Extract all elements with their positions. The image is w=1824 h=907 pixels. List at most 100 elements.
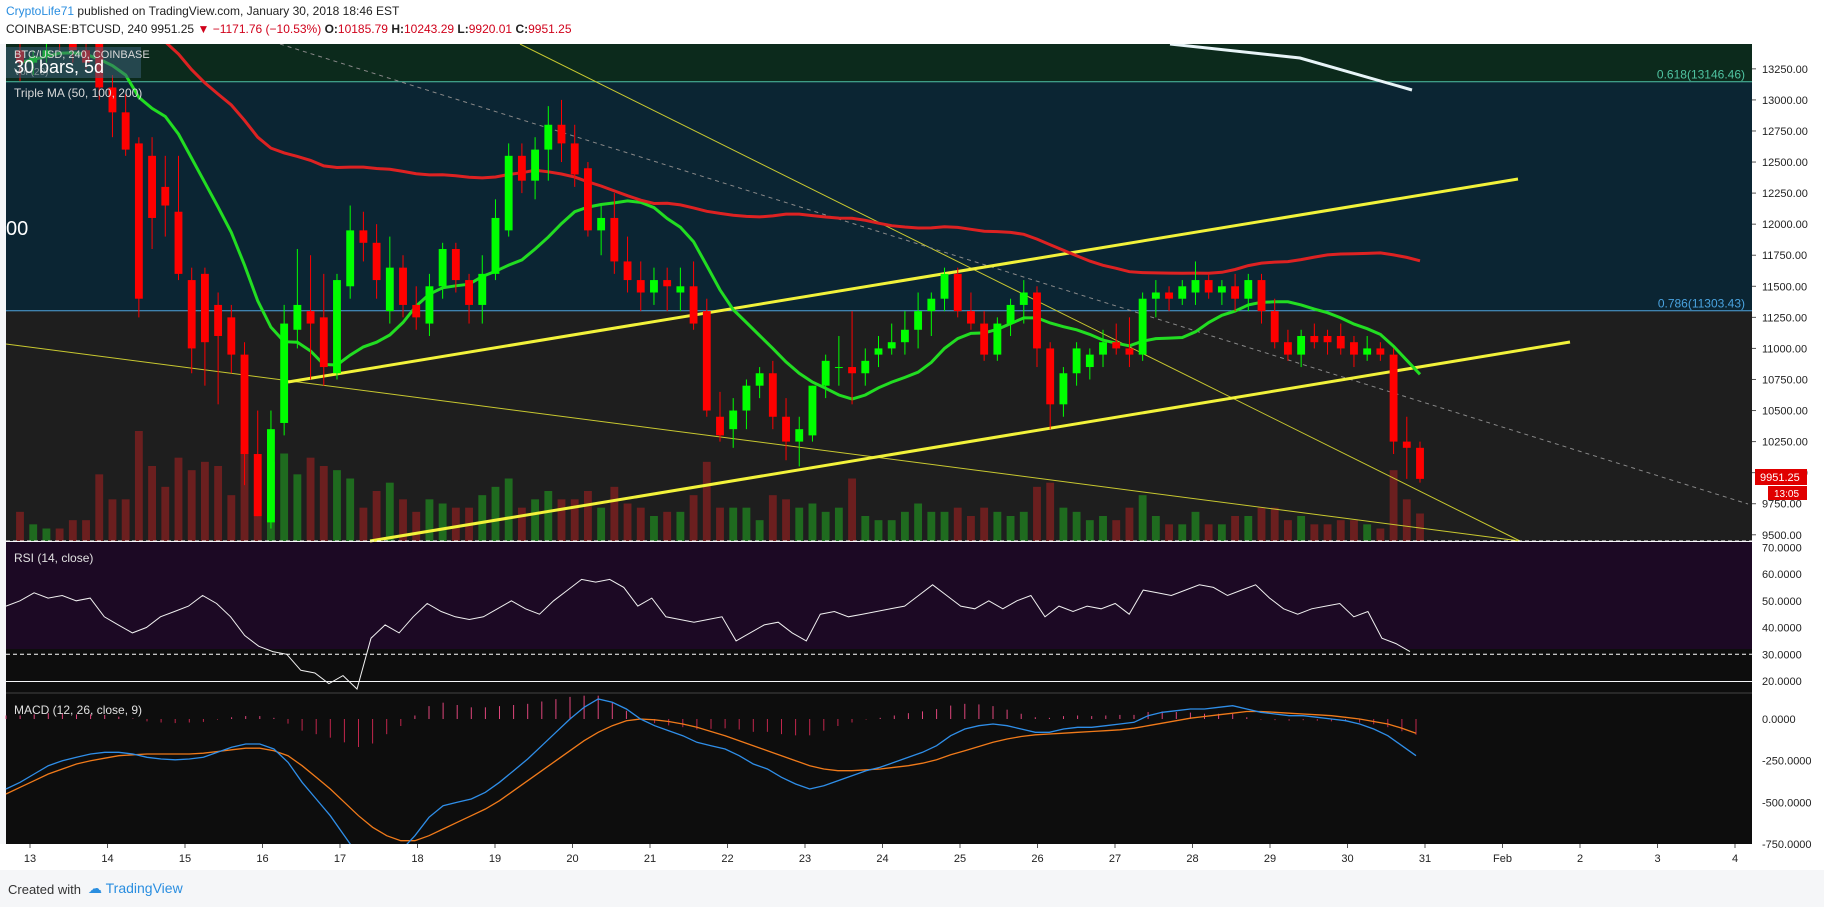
volume-bar — [121, 499, 130, 541]
volume-bar — [1191, 511, 1200, 541]
macd-tick-label: 0.0000 — [1762, 714, 1796, 726]
candle-down — [399, 267, 407, 305]
volume-bar — [636, 507, 645, 541]
candle-down — [306, 311, 315, 324]
candle-down — [359, 230, 368, 243]
rsi-tick-label: 30.0000 — [1762, 649, 1802, 661]
volume-bar — [1402, 499, 1411, 541]
left-cut-text: 00 — [6, 218, 28, 240]
volume-bar — [1178, 524, 1187, 541]
candle-down — [108, 87, 117, 113]
time-tick-label: 2 — [1577, 853, 1583, 865]
volume-bar — [346, 478, 355, 541]
candle-down — [1125, 348, 1134, 355]
zone-upper — [6, 44, 1752, 310]
candle-down — [782, 416, 790, 442]
candle-up — [755, 373, 764, 386]
last-price-tag-text: 9951.25 — [1760, 472, 1800, 484]
price-change: −1171.76 (−10.53%) — [212, 22, 322, 36]
price-tick-label: 9500.00 — [1762, 530, 1802, 542]
price-tick-label: 9750.00 — [1762, 499, 1802, 511]
last-price: 9951.25 — [150, 22, 195, 36]
candle-up — [531, 149, 540, 181]
volume-bar — [1085, 520, 1094, 541]
triple-ma-label: Triple MA (50, 100, 200) — [14, 86, 142, 100]
zone-top — [6, 44, 1752, 81]
fib-label: 0.618(13146.46) — [1657, 68, 1745, 82]
trading-chart[interactable]: 0.618(13146.46) 0.786(11303.43) 70.0000 60… — [0, 44, 1824, 870]
volume-bar — [478, 495, 487, 541]
ma100-line — [165, 44, 1421, 275]
down-arrow-icon: ▼ — [197, 22, 210, 36]
volume-bar — [927, 511, 936, 541]
candle-down — [848, 367, 857, 374]
volume-bar — [834, 507, 843, 541]
volume-bar — [900, 511, 909, 541]
macd-tick-label: -250.0000 — [1762, 756, 1812, 768]
candle-up — [544, 124, 553, 150]
volume-bar — [1297, 516, 1306, 541]
candle-down — [187, 280, 196, 349]
volume-bar — [68, 520, 77, 541]
volume-bar — [689, 495, 698, 541]
rsi-line — [5, 578, 1411, 690]
candle-down — [1336, 335, 1345, 349]
price-tick-label: 12750.00 — [1762, 126, 1808, 138]
volume-bar — [967, 516, 975, 541]
time-tick-label: 29 — [1264, 853, 1276, 865]
time-tick-label: Feb — [1493, 853, 1512, 865]
candle-down — [583, 168, 592, 231]
countdown-tag — [1768, 486, 1807, 500]
fib-label: 0.786(11303.43) — [1658, 297, 1745, 311]
volume-bar — [16, 511, 24, 541]
volume-bar — [451, 507, 460, 541]
candle-down — [623, 261, 632, 281]
candle-down — [1376, 348, 1385, 355]
tradingview-link[interactable]: ☁ TradingView — [88, 880, 183, 896]
candle-up — [504, 155, 513, 231]
volume-bar — [148, 466, 157, 541]
bars-label: 30 bars, 5d — [14, 57, 104, 77]
candle-down — [1257, 280, 1266, 312]
candle-up — [267, 429, 275, 523]
candle-down — [953, 273, 962, 312]
countdown-text: 13:05 — [1774, 489, 1799, 500]
volume-bar — [980, 507, 989, 541]
volume-bar — [1059, 507, 1068, 541]
candle-down — [967, 311, 975, 324]
candle-down — [1402, 441, 1411, 448]
candle-up — [808, 385, 817, 436]
symbol-label: COINBASE:BTCUSD, 240 — [6, 22, 148, 36]
candle-down — [253, 454, 262, 517]
time-tick-label: 24 — [876, 853, 888, 865]
macd-label: MACD (12, 26, close, 9) — [14, 703, 142, 717]
channel-upper-line — [287, 177, 1519, 384]
close-label: C: — [515, 22, 529, 36]
author-link[interactable]: CryptoLife71 — [6, 4, 75, 18]
volume-bar — [742, 507, 751, 541]
candle-up — [914, 311, 923, 330]
volume-bar — [795, 507, 804, 541]
candle-down — [1204, 280, 1213, 293]
price-tick-label: 13000.00 — [1762, 95, 1808, 107]
volume-bar — [134, 431, 143, 541]
open-label: O: — [324, 22, 338, 36]
low-value: 9920.01 — [468, 22, 513, 36]
time-tick-label: 28 — [1186, 853, 1198, 865]
macd-tick-label: -500.0000 — [1762, 797, 1812, 809]
volume-bar — [1151, 516, 1160, 541]
candle-down — [372, 242, 381, 281]
candle-down — [636, 280, 645, 293]
candle-up — [650, 280, 658, 293]
volume-bar — [663, 511, 672, 541]
macd-line — [5, 698, 1417, 864]
time-tick-label: 13 — [24, 853, 36, 865]
volume-bar — [808, 503, 817, 541]
volume-bar — [861, 516, 870, 541]
volume-bar — [1310, 524, 1319, 541]
time-tick-label: 20 — [566, 853, 578, 865]
volume-bar — [95, 474, 104, 541]
candle-down — [240, 354, 249, 455]
candle-up — [597, 217, 606, 231]
candle-up — [1059, 373, 1068, 405]
